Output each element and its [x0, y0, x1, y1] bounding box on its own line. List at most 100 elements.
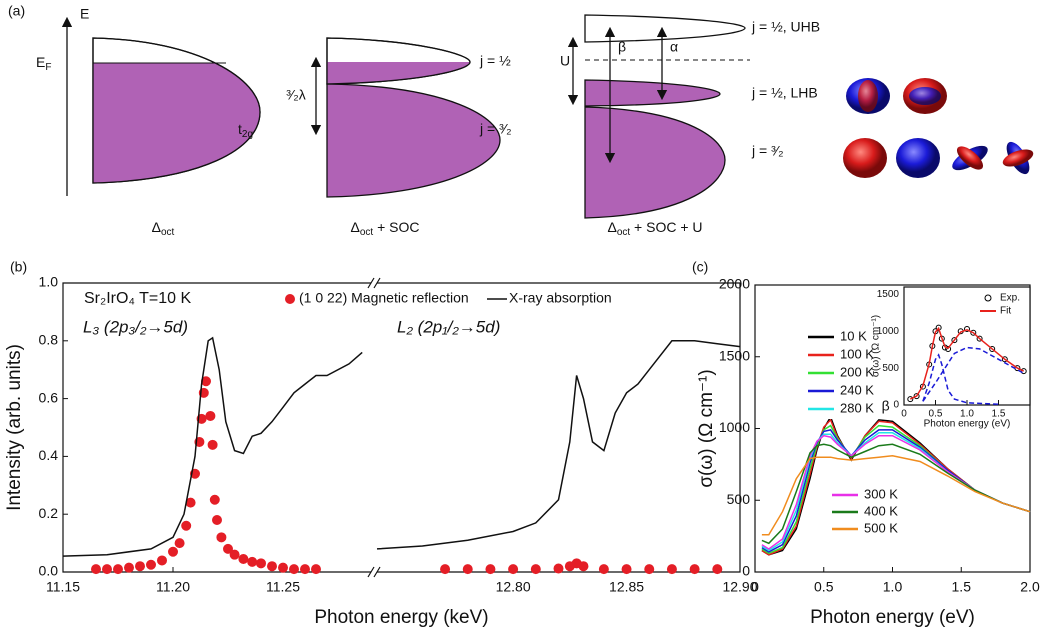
band-label-main: t: [238, 121, 242, 137]
panel-a: (a) E EF t2g ³⁄₂λ j = ½ j = ³⁄₂ U β α j …: [8, 3, 1034, 238]
data-line: [909, 326, 1025, 400]
orbital: [956, 146, 984, 170]
y-axis-label: σ(ω) (Ω cm⁻¹): [871, 315, 882, 377]
caption-rest: + SOC + U: [630, 219, 702, 235]
data-point: [530, 564, 541, 575]
data-point: [135, 561, 145, 572]
panel-label: (a): [8, 3, 25, 19]
axis-break: [373, 277, 381, 289]
x-tick-label: 0.5: [814, 579, 834, 595]
data-point: [712, 564, 723, 575]
y-tick-label: 1500: [877, 289, 900, 300]
legend-label: 10 K: [840, 328, 867, 343]
y-tick-label: 500: [882, 363, 899, 374]
y-tick-label: 0.2: [39, 505, 59, 521]
edge-label: L₂ (2p₁/₂→5d): [397, 317, 500, 336]
level-label: j = ½: [479, 53, 511, 69]
band-filled: [327, 62, 470, 84]
x-tick-label: 12.80: [496, 579, 531, 595]
x-tick-label: 11.15: [46, 579, 80, 595]
x-tick-label: 12.90: [722, 579, 757, 595]
data-point: [256, 558, 266, 569]
data-point: [989, 345, 996, 352]
y-tick-label: 1500: [719, 347, 750, 363]
level-label: j = ³⁄₂: [479, 121, 512, 137]
x-tick-label: 0: [901, 409, 907, 420]
y-tick-label: 2000: [719, 276, 750, 292]
data-point: [621, 564, 632, 575]
y-tick-label: 0: [893, 400, 899, 411]
data-line: [761, 443, 1031, 545]
data-point: [485, 564, 496, 575]
caption-main: Δ: [351, 219, 360, 235]
data-line: [922, 353, 999, 406]
y-tick-label: 0.8: [39, 332, 59, 348]
soc-gap-label: ³⁄₂λ: [286, 87, 305, 103]
y-axis-label: Intensity (arb. units): [4, 344, 25, 511]
data-point: [508, 564, 519, 575]
y-tick-label: 0.6: [39, 389, 59, 405]
legend-label: 500 K: [864, 520, 898, 535]
band-filled: [584, 106, 726, 219]
data-point: [951, 337, 958, 344]
orbital: [896, 138, 940, 178]
edge-label: L₃ (2p₃/₂→5d): [83, 317, 188, 336]
data-point: [174, 538, 185, 549]
data-point: [553, 563, 564, 574]
legend-label: 200 K: [840, 364, 874, 379]
level-label: j = ½, UHB: [751, 19, 820, 35]
x-tick-label: 11.25: [266, 579, 300, 595]
data-line: [922, 346, 1025, 402]
x-tick-label: 0.5: [929, 409, 943, 420]
data-line: [761, 455, 1031, 536]
caption: Δoct: [152, 219, 175, 238]
y-tick-label: 1.0: [39, 274, 59, 290]
x-tick-label: 2.0: [1020, 579, 1040, 595]
data-point: [440, 564, 451, 575]
legend-label: X-ray absorption: [509, 290, 612, 306]
data-line: [761, 434, 1031, 550]
fermi-label: EF: [36, 54, 51, 73]
orbitals: [843, 78, 1034, 178]
level-label: j = ³⁄₂: [751, 143, 784, 159]
orbital: [843, 138, 887, 178]
energy-axis-label: E: [80, 6, 89, 22]
axis-break: [367, 277, 375, 289]
data-point: [102, 564, 112, 575]
caption: Δoct + SOC + U: [607, 219, 702, 238]
x-axis-label: Photon energy (eV): [924, 419, 1011, 430]
level-label: j = ½, LHB: [751, 85, 818, 101]
y-axis-label: σ(ω) (Ω cm⁻¹): [696, 369, 717, 487]
data-point: [205, 410, 216, 421]
x-tick-label: 1.5: [992, 409, 1006, 420]
data-point: [212, 514, 222, 525]
caption-main: Δ: [152, 219, 161, 235]
data-point: [146, 559, 156, 570]
annotation: β: [882, 398, 890, 414]
u-label: U: [560, 53, 570, 69]
band-filled: [326, 83, 501, 198]
orbital: [1002, 149, 1034, 167]
alpha-label: α: [670, 39, 678, 55]
panel-label: (b): [10, 259, 27, 275]
y-tick-label: 0.0: [39, 563, 59, 579]
band-label: t2g: [238, 121, 253, 140]
legend-label: 280 K: [840, 400, 874, 415]
data-point: [238, 553, 249, 564]
legend-label: 100 K: [840, 346, 874, 361]
data-point: [913, 393, 920, 400]
caption-sub: oct: [617, 227, 631, 238]
data-point: [666, 564, 677, 575]
data-point: [300, 564, 310, 575]
x-tick-label: 11.20: [156, 579, 190, 595]
data-point: [267, 561, 277, 572]
data-point: [223, 543, 233, 554]
caption-rest: + SOC: [373, 219, 419, 235]
axis-break: [373, 566, 381, 578]
data-point: [278, 562, 288, 573]
band-edge: [326, 37, 471, 85]
data-point: [157, 555, 167, 566]
x-axis-label: Photon energy (keV): [314, 607, 488, 628]
